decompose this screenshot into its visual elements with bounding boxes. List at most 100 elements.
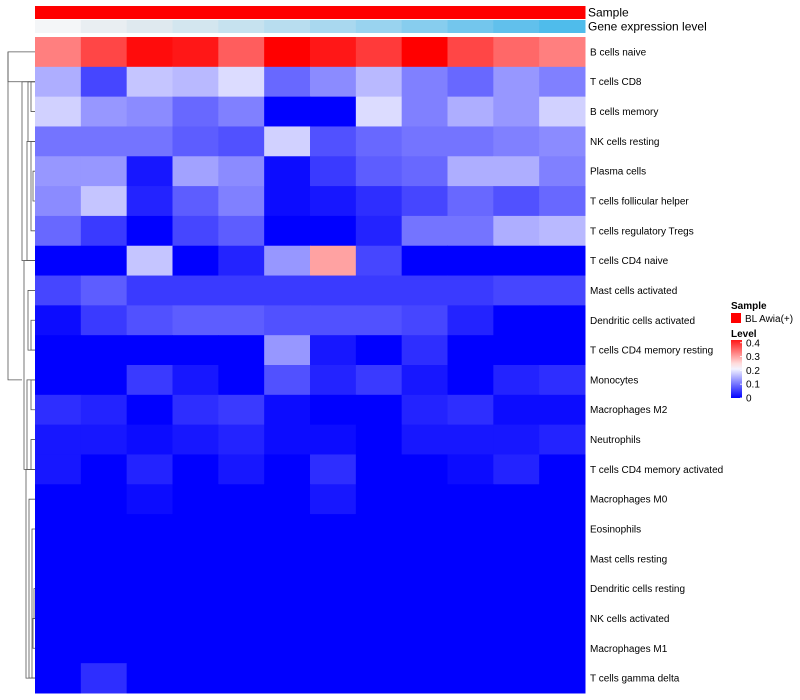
heatmap-cell-r13-c10	[447, 394, 494, 426]
heatmap-cell-r5-c2	[80, 156, 128, 187]
annotation-cell-1-1	[35, 6, 82, 19]
heatmap-cell-r19-c4	[172, 573, 219, 605]
heatmap-cell-r13-c3	[126, 394, 173, 426]
annotation-cell-2-12	[539, 20, 586, 33]
heatmap-cell-r6-c8	[355, 186, 403, 217]
heatmap-cell-r4-c3	[126, 126, 173, 157]
heatmap-cell-r5-c5	[218, 156, 265, 187]
legend-tick-label: 0.2	[746, 366, 760, 377]
legend-tick-label: 0.4	[746, 338, 760, 349]
heatmap-cell-r15-c3	[126, 454, 173, 485]
heatmap-cell-r14-c1	[35, 424, 82, 455]
heatmap-cell-r12-c2	[80, 365, 128, 396]
row-label: Macrophages M0	[590, 495, 668, 506]
heatmap-cell-r9-c1	[35, 275, 82, 306]
heatmap-cell-r9-c12	[539, 275, 586, 306]
legend-sample-label: BL Awia(+)	[745, 314, 793, 325]
heatmap-cell-r5-c12	[539, 156, 586, 187]
heatmap-cell-r5-c8	[355, 156, 403, 187]
heatmap-cell-r11-c4	[172, 335, 219, 366]
heatmap-cell-r12-c4	[172, 365, 219, 396]
heatmap-cell-r5-c7	[310, 156, 357, 187]
heatmap-cell-r1-c10	[447, 37, 494, 68]
heatmap-cell-r13-c5	[218, 394, 265, 426]
heatmap-cell-r16-c6	[264, 484, 311, 515]
heatmap-cell-r19-c12	[539, 573, 586, 605]
row-label: T cells gamma delta	[590, 674, 680, 685]
row-labels: B cells naive T cells CD8 B cells memory NK…	[590, 47, 723, 684]
heatmap-cell-r21-c5	[218, 633, 265, 664]
heatmap-cell-r17-c8	[355, 514, 403, 545]
heatmap-cell-r6-c6	[264, 186, 311, 217]
heatmap-cell-r8-c11	[493, 245, 540, 277]
heatmap-cell-r16-c3	[126, 484, 173, 515]
heatmap-cell-r1-c5	[218, 37, 265, 68]
heatmap-cell-r11-c1	[35, 335, 82, 366]
heatmap-cell-r13-c4	[172, 394, 219, 426]
heatmap-cell-r11-c5	[218, 335, 265, 366]
dendrogram-branch	[31, 528, 35, 679]
heatmap-cell-r4-c10	[447, 126, 494, 157]
row-label: Eosinophils	[590, 525, 641, 536]
row-label: Dendritic cells activated	[590, 316, 695, 327]
heatmap-cell-r1-c4	[172, 37, 219, 68]
heatmap-cell-r15-c4	[172, 454, 219, 485]
heatmap-cell-r8-c3	[126, 245, 173, 277]
heatmap-cell-r5-c3	[126, 156, 173, 187]
heatmap-cell-r19-c8	[355, 573, 403, 605]
heatmap-cell-r9-c9	[401, 275, 448, 306]
heatmap-cell-r5-c11	[493, 156, 540, 187]
heatmap-cell-r20-c6	[264, 603, 311, 634]
heatmap-cell-r13-c1	[35, 394, 82, 426]
heatmap-cell-r7-c4	[172, 215, 219, 247]
heatmap-cell-r8-c2	[80, 245, 128, 277]
heatmap-cell-r22-c9	[401, 663, 448, 694]
heatmap-cell-r16-c7	[310, 484, 357, 515]
row-label: Neutrophils	[590, 435, 641, 446]
heatmap-cell-r18-c3	[126, 543, 173, 575]
row-label: Macrophages M1	[590, 644, 668, 655]
heatmap-cell-r14-c8	[355, 424, 403, 455]
heatmap-cell-r9-c2	[80, 275, 128, 306]
dendrogram-branch	[33, 588, 35, 619]
heatmap-cell-r17-c11	[493, 514, 540, 545]
heatmap-cell-r14-c4	[172, 424, 219, 455]
annotation-cell-2-3	[126, 20, 173, 33]
annotation-cell-1-12	[539, 6, 586, 19]
heatmap-cell-r2-c11	[493, 66, 540, 98]
heatmap-cell-r12-c1	[35, 365, 82, 396]
heatmap-cell-r7-c5	[218, 215, 265, 247]
heatmap-cell-r7-c9	[401, 215, 448, 247]
heatmap-cell-r22-c10	[447, 663, 494, 694]
annotation-cell-1-2	[80, 6, 128, 19]
heatmap-cell-r4-c7	[310, 126, 357, 157]
heatmap-cell-r2-c7	[310, 66, 357, 98]
heatmap-cell-r11-c7	[310, 335, 357, 366]
heatmap-cell-r18-c6	[264, 543, 311, 575]
heatmap-cell-r21-c1	[35, 633, 82, 664]
heatmap-cell-r6-c5	[218, 186, 265, 217]
heatmap-cell-r9-c10	[447, 275, 494, 306]
heatmap-cell-r22-c12	[539, 663, 586, 694]
heatmap-cell-r15-c8	[355, 454, 403, 485]
heatmap-cell-r10-c10	[447, 305, 494, 336]
heatmap-cell-r22-c5	[218, 663, 265, 694]
heatmap-cell-r11-c9	[401, 335, 448, 366]
heatmap-cell-r16-c10	[447, 484, 494, 515]
heatmap-cell-r13-c6	[264, 394, 311, 426]
row-label: T cells CD8	[590, 77, 642, 88]
annotation-cell-1-10	[447, 6, 494, 19]
heatmap-cell-r7-c3	[126, 215, 173, 247]
heatmap-cell-r14-c3	[126, 424, 173, 455]
heatmap-cell-r7-c12	[539, 215, 586, 247]
heatmap-cell-r18-c12	[539, 543, 586, 575]
heatmap-cell-r4-c5	[218, 126, 265, 157]
heatmap-cell-r20-c3	[126, 603, 173, 634]
row-label: NK cells resting	[590, 137, 659, 148]
heatmap-cell-r1-c12	[539, 37, 586, 68]
heatmap-cell-r6-c10	[447, 186, 494, 217]
annotation-cell-2-9	[401, 20, 448, 33]
heatmap-cell-r10-c1	[35, 305, 82, 336]
heatmap-cell-r18-c7	[310, 543, 357, 575]
